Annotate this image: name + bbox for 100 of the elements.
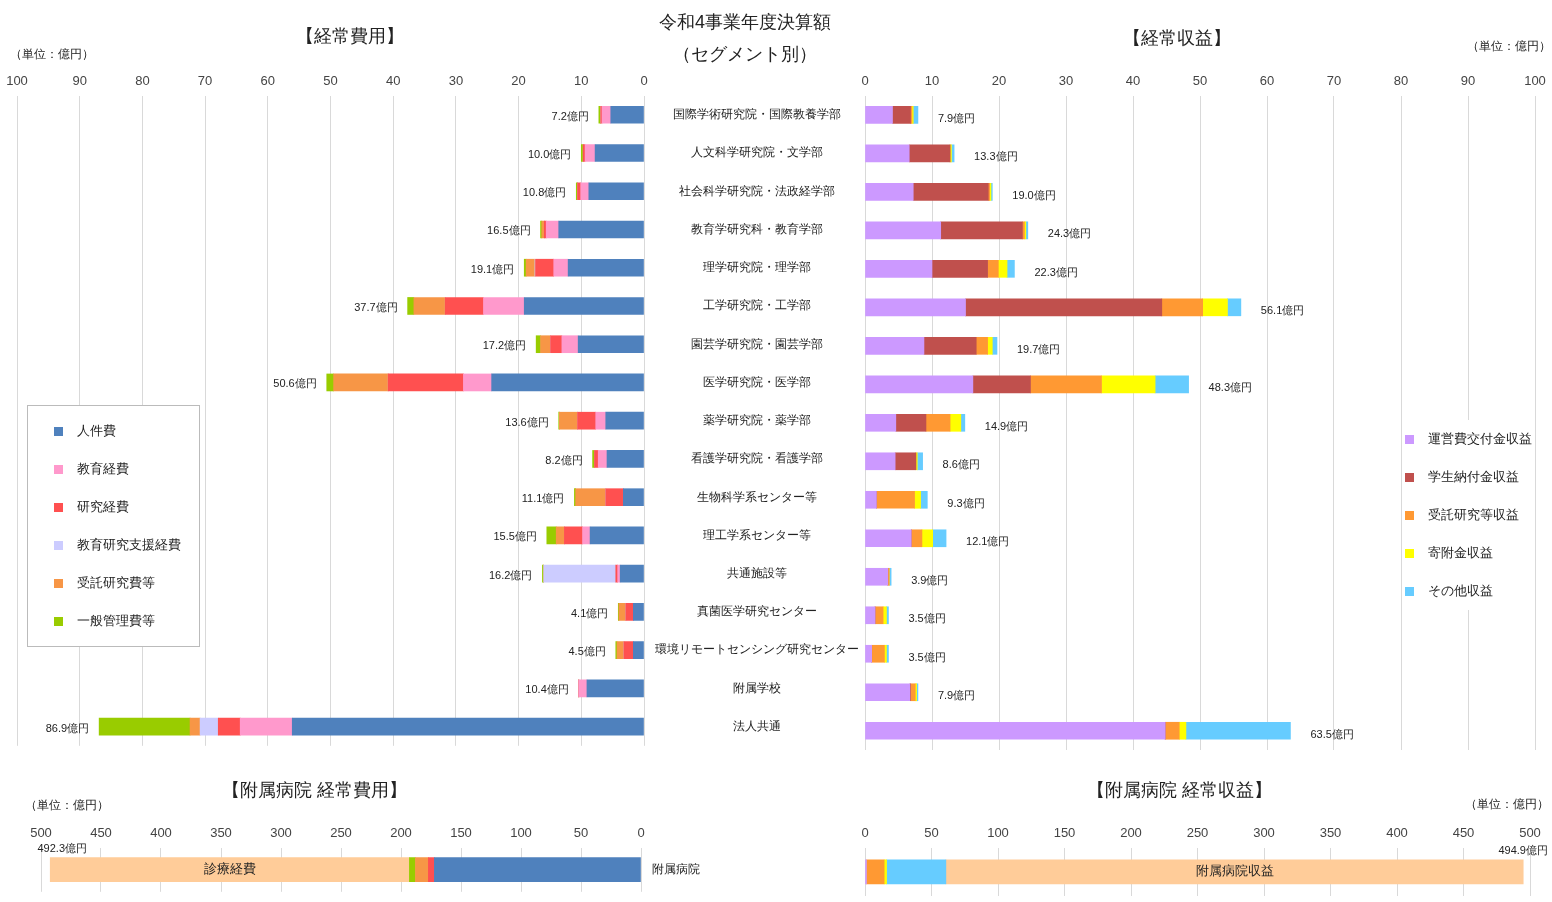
- x-tick-label: 350: [1319, 825, 1342, 841]
- y-tick-label: 法人共通: [733, 718, 781, 733]
- x-tick-label: 500: [1519, 825, 1541, 841]
- y-tick-label: 理学研究院・理学部: [703, 260, 811, 275]
- x-tick-label: 0: [640, 73, 648, 89]
- y-tick-label: 理工学系センター等: [703, 527, 811, 542]
- y-tick-label: 附属病院: [652, 862, 700, 877]
- total-label: 24.3億円: [1047, 227, 1092, 240]
- x-tick-label: 400: [150, 825, 172, 841]
- x-tick-label: 70: [1326, 73, 1342, 89]
- y-tick-label: 園芸学研究院・園芸学部: [691, 336, 823, 351]
- y-tick-label: 附属学校: [733, 680, 781, 695]
- y-tick-label: 生物科学系センター等: [697, 489, 817, 504]
- chart-title: 【附属病院 経常費用】: [222, 779, 408, 802]
- total-label: 10.4億円: [525, 683, 569, 696]
- total-label: 4.1億円: [571, 606, 609, 619]
- x-tick-label: 10: [574, 73, 589, 89]
- total-label: 63.5億円: [1310, 727, 1354, 740]
- x-tick-label: 10: [924, 73, 940, 89]
- total-label: 16.2億円: [489, 568, 533, 581]
- legend-label: 寄附金収益: [1428, 544, 1493, 562]
- total-label: 9.3億円: [947, 496, 985, 509]
- total-label: 8.2億円: [545, 453, 583, 466]
- chart-title: 【経常収益】: [1123, 27, 1231, 50]
- total-label: 19.0億円: [1012, 188, 1056, 201]
- total-label: 22.3億円: [1034, 265, 1078, 278]
- total-label: 8.6億円: [942, 458, 980, 471]
- total-label: 7.9億円: [937, 689, 976, 702]
- x-tick-label: 0: [861, 825, 869, 841]
- x-tick-label: 90: [1460, 73, 1476, 89]
- x-tick-label: 50: [573, 825, 589, 841]
- x-tick-label: 500: [30, 825, 52, 841]
- x-tick-label: 100: [987, 825, 1009, 841]
- x-tick-label: 400: [1386, 825, 1408, 841]
- text: 令和4事業年度決算額: [658, 11, 832, 34]
- x-axis-title: （単位：億円）: [1465, 796, 1549, 813]
- total-label: 12.1億円: [966, 535, 1010, 548]
- x-tick-label: 0: [637, 825, 645, 841]
- total-label: 16.5億円: [487, 224, 531, 237]
- y-tick-label: 環境リモートセンシング研究センター: [655, 642, 859, 657]
- text: （セグメント別）: [672, 43, 818, 66]
- x-tick-label: 350: [210, 825, 232, 841]
- chart-title: 【経常費用】: [296, 25, 404, 48]
- legend-label: 受託研究等収益: [1428, 506, 1519, 524]
- x-tick-label: 200: [390, 825, 412, 841]
- total-label: 15.5億円: [493, 530, 537, 543]
- x-tick-label: 100: [510, 825, 532, 841]
- x-axis-title: （単位：億円）: [1467, 38, 1551, 55]
- x-tick-label: 300: [1253, 825, 1275, 841]
- total-label: 14.9億円: [984, 419, 1029, 432]
- x-tick-label: 20: [991, 73, 1007, 89]
- legend-label: 受託研究費等: [77, 574, 155, 592]
- x-tick-label: 30: [448, 73, 464, 89]
- x-tick-label: 0: [861, 73, 869, 89]
- total-label: 48.3億円: [1208, 381, 1253, 394]
- x-tick-label: 60: [1259, 73, 1275, 89]
- total-label: 10.8億円: [522, 186, 567, 199]
- total-label: 86.9億円: [45, 721, 90, 734]
- x-tick-label: 50: [924, 825, 939, 841]
- x-tick-label: 150: [450, 825, 472, 841]
- legend-label: 教育経費: [77, 460, 129, 478]
- y-tick-label: 社会科学研究院・法政経学部: [679, 183, 835, 198]
- total-label: 19.1億円: [470, 262, 515, 275]
- total-label: 4.5億円: [568, 645, 606, 658]
- y-tick-label: 薬学研究院・薬学部: [703, 413, 811, 428]
- y-tick-label: 教育学研究科・教育学部: [691, 221, 823, 236]
- x-tick-label: 90: [72, 73, 87, 89]
- x-tick-label: 70: [197, 73, 213, 89]
- y-tick-label: 人文科学研究院・文学部: [691, 145, 823, 160]
- total-label: 17.2億円: [482, 339, 527, 352]
- total-label: 19.7億円: [1016, 342, 1061, 355]
- x-tick-label: 20: [511, 73, 526, 89]
- total-label: 11.1億円: [521, 492, 565, 505]
- x-tick-label: 300: [270, 825, 292, 841]
- legend-label: 研究経費: [77, 498, 129, 516]
- total-label: 494.9億円: [1498, 844, 1548, 857]
- total-label: 50.6億円: [273, 377, 317, 390]
- x-tick-label: 450: [1452, 825, 1475, 841]
- x-axis-title: （単位：億円）: [10, 46, 94, 63]
- y-tick-label: 看護学研究院・看護学部: [691, 451, 823, 466]
- y-tick-label: 真菌医学研究センター: [697, 604, 817, 619]
- x-tick-label: 80: [135, 73, 150, 89]
- x-tick-label: 40: [1125, 73, 1141, 89]
- series-label: 附属病院収益: [1195, 863, 1274, 879]
- chart-title: 【附属病院 経常収益】: [1087, 779, 1273, 802]
- x-tick-label: 450: [90, 825, 112, 841]
- total-label: 13.3億円: [974, 150, 1018, 163]
- x-tick-label: 50: [323, 73, 338, 89]
- total-label: 37.7億円: [354, 300, 398, 313]
- total-label: 3.5億円: [908, 612, 946, 625]
- total-label: 3.5億円: [908, 650, 946, 663]
- total-label: 13.6億円: [505, 415, 549, 428]
- series-label: 診療経費: [203, 861, 256, 877]
- x-tick-label: 250: [1186, 825, 1209, 841]
- y-tick-label: 医学研究院・医学部: [703, 374, 811, 389]
- y-tick-label: 国際学術研究院・国際教養学部: [673, 107, 841, 122]
- total-label: 7.9億円: [937, 111, 976, 124]
- x-axis-title: （単位：億円）: [25, 797, 109, 814]
- x-tick-label: 150: [1053, 825, 1076, 841]
- total-label: 7.2億円: [551, 109, 589, 122]
